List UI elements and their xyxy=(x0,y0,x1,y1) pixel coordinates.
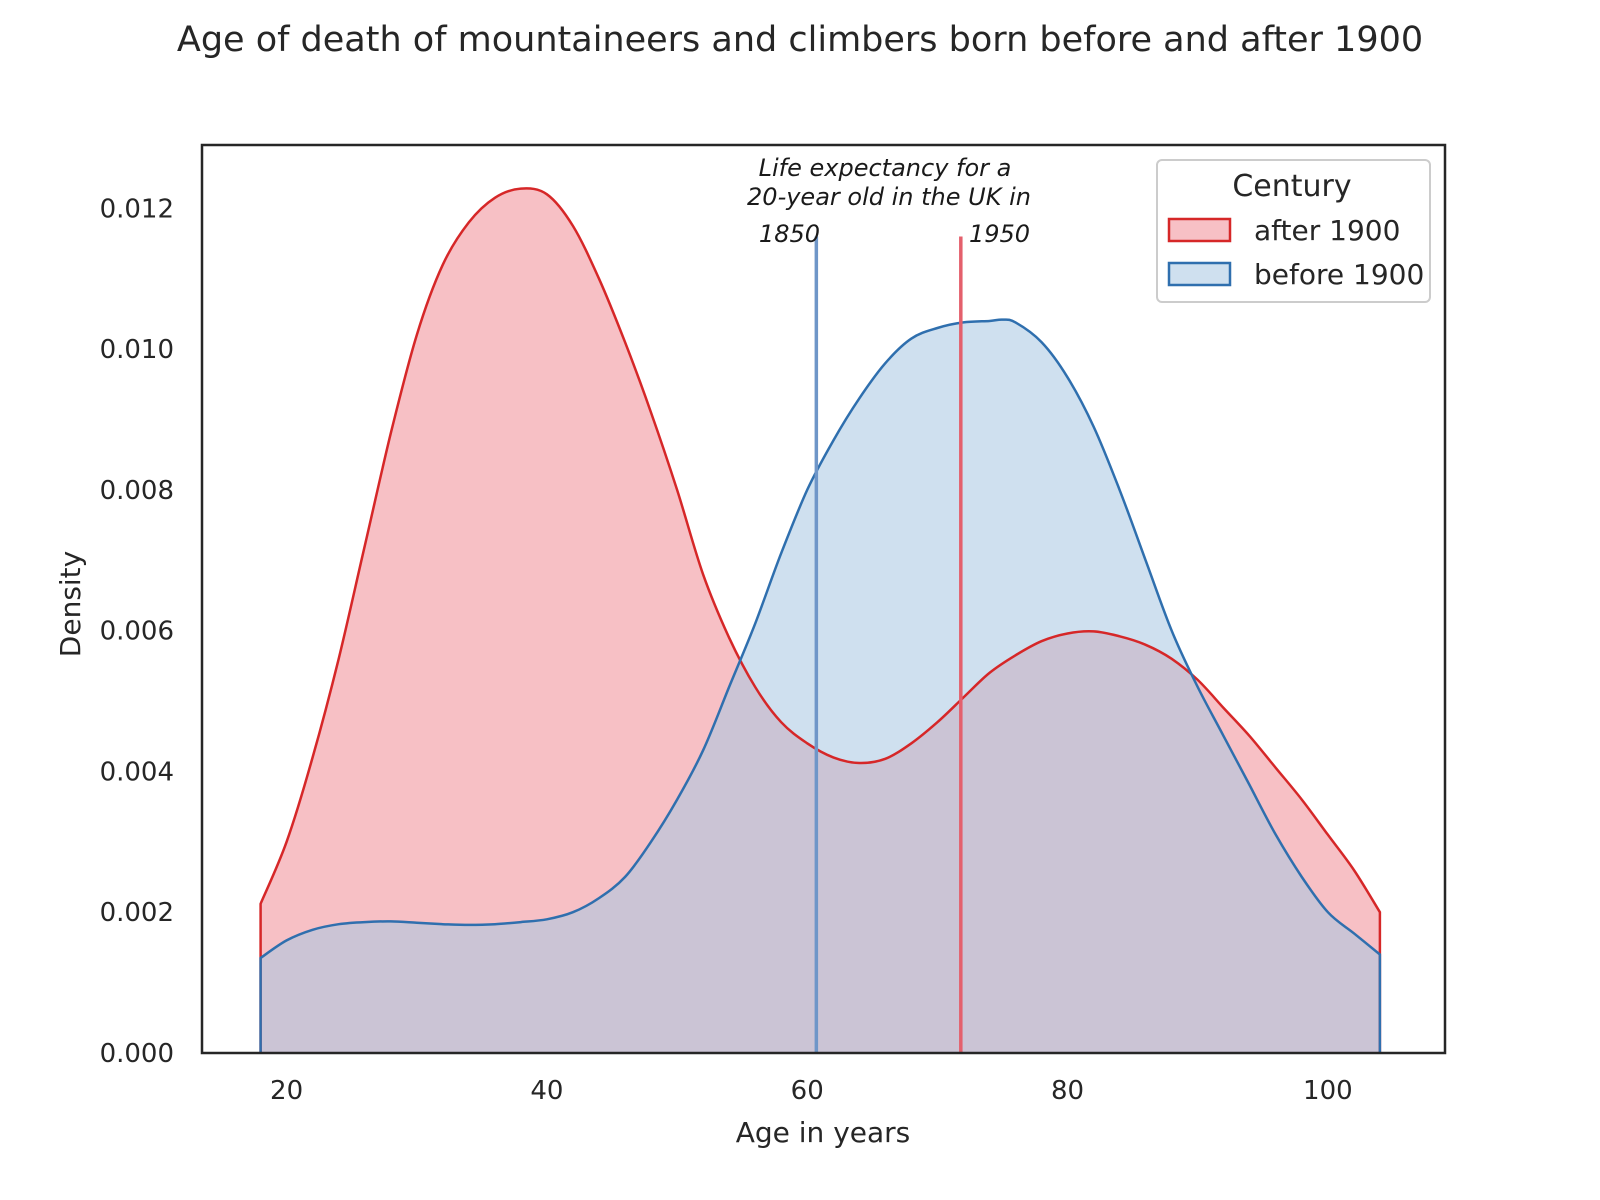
y-tick-label: 0.006 xyxy=(100,617,174,647)
x-tick-label: 100 xyxy=(1303,1076,1353,1106)
y-tick-label: 0.004 xyxy=(100,757,174,787)
plot-area-lines xyxy=(259,187,1382,1053)
y-tick-label: 0.012 xyxy=(100,194,174,224)
legend-swatch-before-1900 xyxy=(1167,261,1232,287)
y-axis-label: Density xyxy=(54,551,87,657)
x-tick-label: 60 xyxy=(791,1076,824,1106)
y-tick-label: 0.002 xyxy=(100,898,174,928)
x-tick-label: 20 xyxy=(270,1076,303,1106)
y-tick-label: 0.008 xyxy=(100,476,174,506)
plot-frame xyxy=(200,143,1447,1055)
annotation-line-1: Life expectancy for a xyxy=(759,154,1012,182)
legend-label-after-1900: after 1900 xyxy=(1254,214,1400,247)
plot-area-fills xyxy=(260,188,1380,1054)
series-line-after-1900 xyxy=(259,187,1382,1053)
chart-title: Age of death of mountaineers and climber… xyxy=(177,20,1423,60)
ref-line-label-1850: 1850 xyxy=(759,220,820,248)
legend: Century after 1900 before 1900 xyxy=(1156,159,1431,303)
y-tick-label: 0.000 xyxy=(100,1039,174,1069)
legend-label-before-1900: before 1900 xyxy=(1254,258,1424,291)
ref-line-label-1950: 1950 xyxy=(969,220,1030,248)
x-tick-label: 40 xyxy=(530,1076,563,1106)
y-tick-label: 0.010 xyxy=(100,335,174,365)
y-axis-ticks: 0.000 0.002 0.004 0.006 0.008 0.010 0.012 xyxy=(100,194,174,1069)
legend-swatch-after-1900 xyxy=(1167,217,1232,243)
x-axis-ticks: 20 40 60 80 100 xyxy=(270,1076,1353,1106)
x-tick-label: 80 xyxy=(1051,1076,1084,1106)
series-fill-before-1900 xyxy=(260,319,1380,1054)
annotation-line-2: 20-year old in the UK in xyxy=(747,183,1031,211)
x-axis-label: Age in years xyxy=(736,1116,911,1149)
series-line-before-1900 xyxy=(259,318,1382,1053)
legend-title: Century xyxy=(1232,169,1351,204)
